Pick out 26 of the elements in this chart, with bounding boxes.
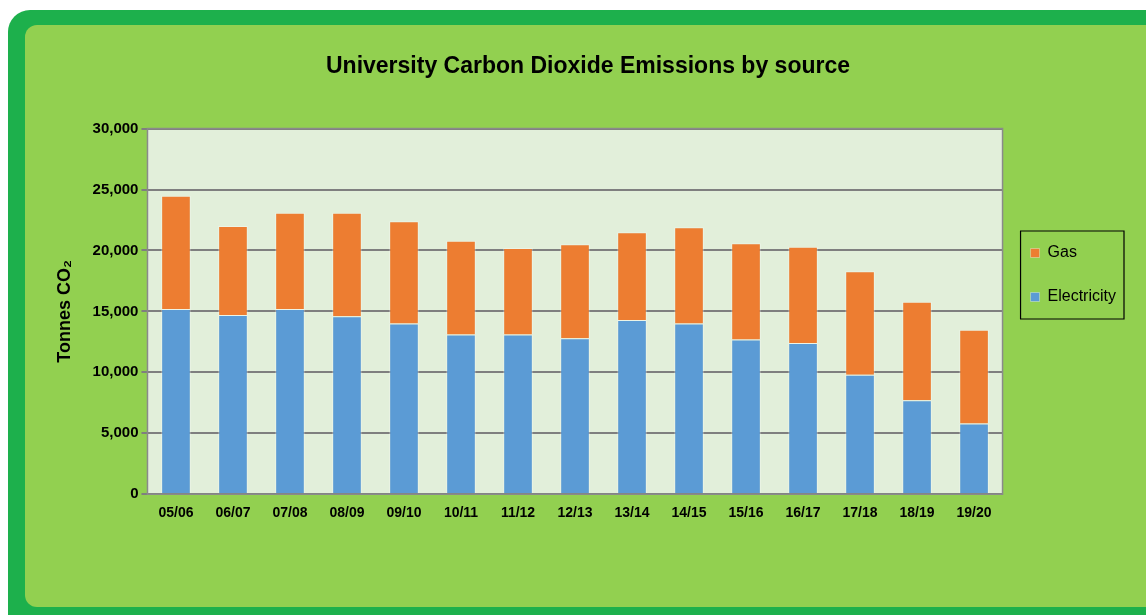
x-tick-label: 19/20 <box>956 504 992 521</box>
y-tick-label: 15,000 <box>92 301 139 319</box>
y-tick-label: 30,000 <box>92 118 139 136</box>
x-tick-label: 08/09 <box>329 504 365 521</box>
y-tick-label: 10,000 <box>92 362 139 380</box>
x-tick-label: 10/11 <box>443 504 479 521</box>
x-tick-label: 11/12 <box>500 504 536 521</box>
y-tick-label: 5,000 <box>100 423 139 441</box>
x-tick-label: 16/17 <box>785 504 821 521</box>
x-tick-label: 14/15 <box>671 504 707 521</box>
x-tick-label: 15/16 <box>728 504 764 521</box>
x-tick-label: 09/10 <box>386 504 422 521</box>
legend-label: Gas <box>1047 243 1077 261</box>
y-tick-label: 20,000 <box>92 240 139 258</box>
y-axis-title: Tonnes CO₂ <box>53 260 74 363</box>
y-tick-label: 0 <box>130 484 139 502</box>
x-tick-label: 06/07 <box>215 504 251 521</box>
x-tick-label: 12/13 <box>557 504 593 521</box>
x-tick-label: 17/18 <box>842 504 878 521</box>
y-tick-label: 25,000 <box>92 179 139 197</box>
x-tick-label: 07/08 <box>272 504 308 521</box>
x-tick-label: 05/06 <box>158 504 194 521</box>
chart-title: University Carbon Dioxide Emissions by source <box>325 52 851 79</box>
x-tick-label: 18/19 <box>899 504 935 521</box>
legend-label: Electricity <box>1047 287 1116 305</box>
x-tick-label: 13/14 <box>614 504 650 521</box>
